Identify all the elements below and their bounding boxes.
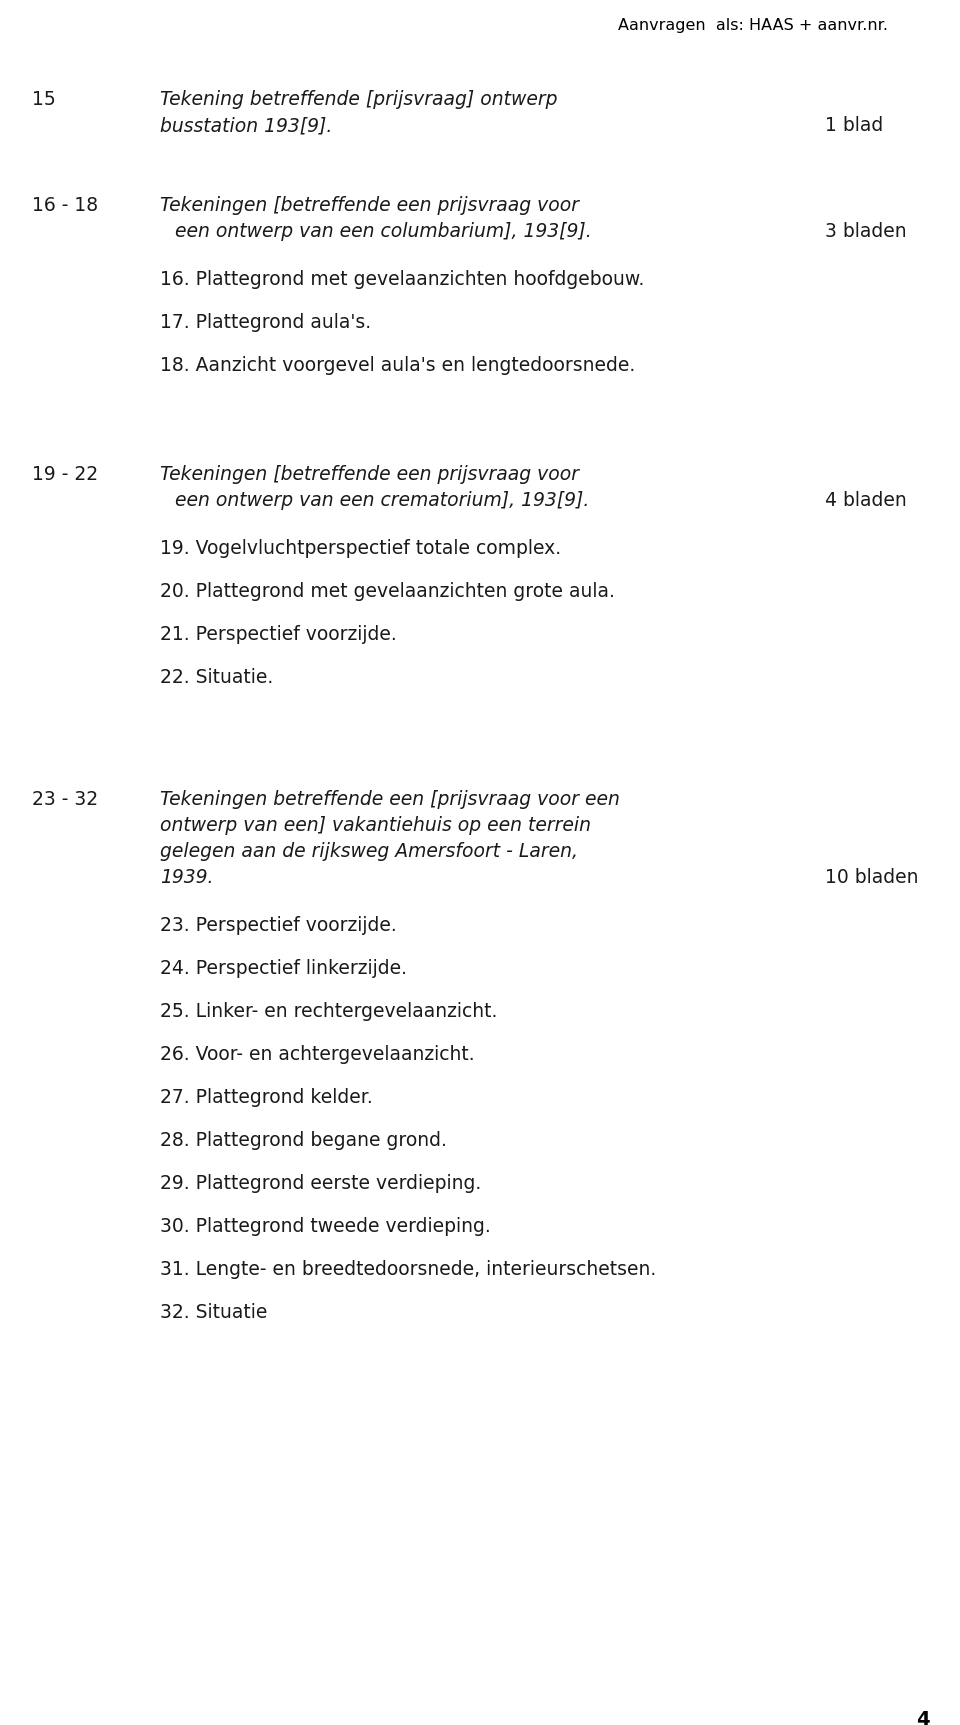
Text: 23. Perspectief voorzijde.: 23. Perspectief voorzijde. xyxy=(160,916,396,935)
Text: 19. Vogelvluchtperspectief totale complex.: 19. Vogelvluchtperspectief totale comple… xyxy=(160,538,562,557)
Text: 4: 4 xyxy=(917,1709,930,1725)
Text: 1939.: 1939. xyxy=(160,868,213,887)
Text: 4 bladen: 4 bladen xyxy=(825,492,907,511)
Text: 19 - 22: 19 - 22 xyxy=(32,466,98,485)
Text: 3 bladen: 3 bladen xyxy=(825,223,906,242)
Text: 20. Plattegrond met gevelaanzichten grote aula.: 20. Plattegrond met gevelaanzichten grot… xyxy=(160,581,614,600)
Text: 24. Perspectief linkerzijde.: 24. Perspectief linkerzijde. xyxy=(160,959,407,978)
Text: 16 - 18: 16 - 18 xyxy=(32,197,98,216)
Text: 30. Plattegrond tweede verdieping.: 30. Plattegrond tweede verdieping. xyxy=(160,1218,491,1237)
Text: 29. Plattegrond eerste verdieping.: 29. Plattegrond eerste verdieping. xyxy=(160,1175,481,1194)
Text: Tekeningen [betreffende een prijsvraag voor: Tekeningen [betreffende een prijsvraag v… xyxy=(160,466,579,485)
Text: 1 blad: 1 blad xyxy=(825,116,883,135)
Text: 22. Situatie.: 22. Situatie. xyxy=(160,668,274,687)
Text: Tekening betreffende [prijsvraag] ontwerp: Tekening betreffende [prijsvraag] ontwer… xyxy=(160,90,558,109)
Text: 27. Plattegrond kelder.: 27. Plattegrond kelder. xyxy=(160,1088,372,1107)
Text: ontwerp van een] vakantiehuis op een terrein: ontwerp van een] vakantiehuis op een ter… xyxy=(160,816,591,835)
Text: 10 bladen: 10 bladen xyxy=(825,868,919,887)
Text: busstation 193[9].: busstation 193[9]. xyxy=(160,116,332,135)
Text: 26. Voor- en achtergevelaanzicht.: 26. Voor- en achtergevelaanzicht. xyxy=(160,1045,474,1064)
Text: 17. Plattegrond aula's.: 17. Plattegrond aula's. xyxy=(160,312,372,331)
Text: 28. Plattegrond begane grond.: 28. Plattegrond begane grond. xyxy=(160,1132,446,1151)
Text: Aanvragen  als: HAAS + aanvr.nr.: Aanvragen als: HAAS + aanvr.nr. xyxy=(618,17,888,33)
Text: een ontwerp van een columbarium], 193[9].: een ontwerp van een columbarium], 193[9]… xyxy=(175,223,591,242)
Text: een ontwerp van een crematorium], 193[9].: een ontwerp van een crematorium], 193[9]… xyxy=(175,492,589,511)
Text: 25. Linker- en rechtergevelaanzicht.: 25. Linker- en rechtergevelaanzicht. xyxy=(160,1002,497,1021)
Text: 16. Plattegrond met gevelaanzichten hoofdgebouw.: 16. Plattegrond met gevelaanzichten hoof… xyxy=(160,271,644,290)
Text: 32. Situatie: 32. Situatie xyxy=(160,1302,268,1321)
Text: Tekeningen [betreffende een prijsvraag voor: Tekeningen [betreffende een prijsvraag v… xyxy=(160,197,579,216)
Text: 15: 15 xyxy=(32,90,56,109)
Text: 31. Lengte- en breedtedoorsnede, interieurschetsen.: 31. Lengte- en breedtedoorsnede, interie… xyxy=(160,1259,657,1278)
Text: 21. Perspectief voorzijde.: 21. Perspectief voorzijde. xyxy=(160,624,396,643)
Text: Tekeningen betreffende een [prijsvraag voor een: Tekeningen betreffende een [prijsvraag v… xyxy=(160,790,620,809)
Text: gelegen aan de rijksweg Amersfoort - Laren,: gelegen aan de rijksweg Amersfoort - Lar… xyxy=(160,842,578,861)
Text: 18. Aanzicht voorgevel aula's en lengtedoorsnede.: 18. Aanzicht voorgevel aula's en lengted… xyxy=(160,355,636,374)
Text: 23 - 32: 23 - 32 xyxy=(32,790,98,809)
